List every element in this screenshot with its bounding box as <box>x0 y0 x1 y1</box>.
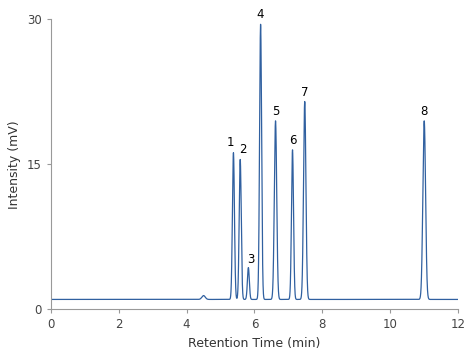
Text: 3: 3 <box>247 253 255 266</box>
Text: 6: 6 <box>289 134 296 147</box>
Text: 4: 4 <box>257 9 264 21</box>
Text: 5: 5 <box>272 105 279 118</box>
X-axis label: Retention Time (min): Retention Time (min) <box>188 337 321 350</box>
Text: 8: 8 <box>420 105 428 118</box>
Text: 1: 1 <box>226 136 234 149</box>
Text: 7: 7 <box>301 86 309 99</box>
Text: 2: 2 <box>239 142 246 156</box>
Y-axis label: Intensity (mV): Intensity (mV) <box>9 120 21 209</box>
